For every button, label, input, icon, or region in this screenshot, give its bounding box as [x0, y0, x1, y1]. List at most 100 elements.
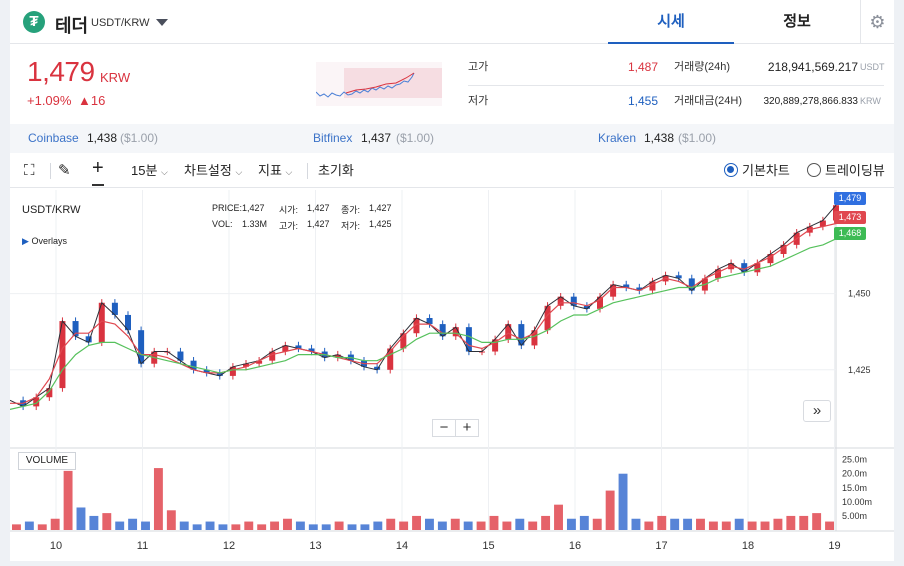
volume-bar [605, 490, 615, 530]
volume-bar [141, 521, 150, 530]
amount-value: 320,889,278,866.833 [763, 96, 858, 107]
legend-open-label: 시가: [279, 205, 299, 215]
volume-bar [24, 521, 34, 530]
tab-info[interactable]: 정보 [783, 13, 811, 30]
volume-bar [696, 518, 705, 530]
candle-body [557, 296, 564, 306]
change-amount: ▲16 [78, 93, 106, 108]
volume-bar [786, 515, 796, 530]
x-tick-label: 13 [309, 540, 321, 552]
candle-body [111, 302, 118, 315]
volume-bar [399, 521, 409, 530]
pencil-draw-icon[interactable]: ✎ [58, 162, 71, 179]
volume-tick-label: 15.0m [842, 483, 867, 493]
volume-bar [631, 518, 641, 530]
x-tick-label: 11 [137, 540, 148, 552]
amount-label: 거래대금(24H) [674, 95, 742, 107]
legend-vol: 1.33M [242, 219, 268, 229]
stat-divider [468, 85, 884, 86]
exchange-name-bitfinex[interactable]: Bitfinex [313, 131, 353, 145]
candle-body [570, 296, 577, 306]
volume-bar [463, 521, 473, 530]
legend-close: 1,427 [369, 203, 392, 213]
basic-chart-label[interactable]: 기본차트 [742, 163, 790, 178]
volume-bar [179, 521, 189, 530]
volume-value: 218,941,569.217 [767, 60, 858, 74]
crosshair-icon[interactable]: + [92, 153, 104, 186]
last-price-badge: 1,479 [834, 192, 866, 205]
volume-bar [231, 524, 241, 530]
overlays-label: Overlays [31, 236, 67, 246]
indicators-label: 지표 [258, 163, 282, 178]
candle-body [374, 366, 381, 370]
x-tick-label: 17 [655, 540, 667, 552]
volume-bar [386, 518, 396, 530]
gear-icon[interactable]: ⚙ [860, 0, 894, 44]
basic-chart-radio[interactable] [724, 163, 738, 177]
zoom-in-button[interactable]: + [455, 419, 479, 437]
candle-body [203, 369, 210, 373]
volume-bar [437, 521, 447, 530]
chevron-down-icon: ⌵ [235, 167, 243, 177]
chart-canvas[interactable]: 10 11 12 13 14 15 16 17 18 19 1,425 1,450 25.0m 20.0m… [9, 190, 894, 561]
volume-bar [412, 515, 421, 530]
header: ₮ 테더 USDT/KRW 시세 정보 ⚙ [10, 0, 894, 44]
x-tick-label: 10 [50, 540, 62, 552]
volume-bar [708, 521, 718, 530]
exchange-usd-kraken: ($1.00) [678, 131, 717, 145]
volume-bar [12, 524, 21, 530]
exchange-name-coinbase[interactable]: Coinbase [28, 131, 79, 145]
ma-long-badge: 1,468 [834, 227, 866, 240]
tether-logo-icon: ₮ [23, 11, 45, 33]
candle-body [387, 348, 394, 370]
price-chart[interactable]: 10 11 12 13 14 15 16 17 18 19 1,425 1,450 25.0m 20.0m… [9, 190, 894, 561]
candle-body [138, 330, 145, 364]
fullscreen-icon[interactable]: ⛶ [24, 162, 35, 179]
candle-body [675, 275, 682, 279]
x-tick-label: 16 [569, 540, 581, 552]
candle-body [98, 302, 105, 343]
legend-high-label: 고가: [279, 221, 299, 231]
volume-bar [541, 515, 551, 530]
tradingview-label[interactable]: 트레이딩뷰 [825, 163, 885, 178]
tradingview-radio[interactable] [807, 163, 821, 177]
volume-bar [102, 513, 112, 530]
indicators-dropdown[interactable]: 지표 ⌵ [258, 153, 292, 188]
zoom-out-button[interactable]: − [432, 419, 456, 437]
candle-body [243, 363, 249, 367]
volume-bar [257, 524, 267, 530]
candle-body [308, 348, 315, 352]
interval-dropdown[interactable]: 15분 ⌵ [131, 153, 168, 188]
volume-bar [657, 515, 667, 530]
low-price-row: 저가 1,455 거래대금(24H) 320,889,278,866.833 K… [468, 88, 884, 115]
candle-body [819, 220, 826, 227]
pair-dropdown-caret-icon[interactable] [156, 19, 168, 26]
candle-body [216, 372, 223, 376]
volume-bar [360, 524, 370, 530]
candle-body [544, 305, 551, 331]
candle-body [452, 327, 459, 337]
volume-bar [166, 510, 176, 530]
candle-body [229, 366, 236, 376]
volume-bar [153, 468, 163, 530]
tab-quote[interactable]: 시세 [608, 0, 734, 44]
volume-bar [115, 521, 125, 530]
candle-body [636, 287, 643, 291]
reset-button[interactable]: 초기화 [318, 163, 354, 178]
volume-bar [644, 521, 654, 530]
exchange-name-kraken[interactable]: Kraken [598, 131, 637, 145]
x-tick-label: 15 [482, 540, 494, 552]
candle-body [780, 244, 787, 254]
volume-label: 거래량(24h) [674, 61, 731, 73]
volume-unit: USDT [860, 62, 885, 72]
overlays-toggle[interactable]: ▶ Overlays [22, 236, 67, 247]
chart-settings-dropdown[interactable]: 차트설정 ⌵ [184, 153, 242, 188]
volume-tick-label: 20.0m [842, 469, 867, 479]
candle-body [72, 321, 79, 337]
scroll-to-latest-button[interactable]: » [803, 400, 831, 422]
high-value: 1,487 [627, 60, 658, 74]
volume-bar [515, 518, 525, 530]
candle-body [439, 324, 446, 337]
candle-body [531, 330, 538, 346]
volume-bar [334, 521, 344, 530]
